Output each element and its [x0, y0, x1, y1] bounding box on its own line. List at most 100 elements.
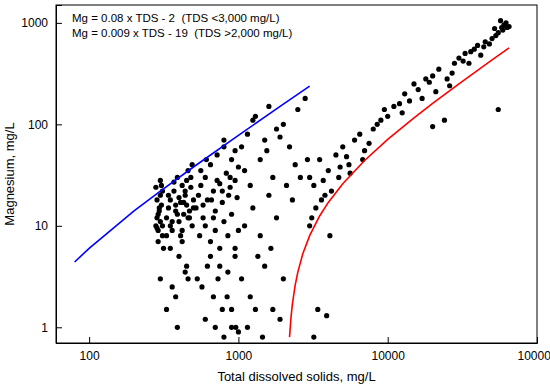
point [154, 225, 159, 230]
point [305, 157, 310, 162]
point [158, 178, 163, 183]
point [161, 246, 166, 251]
point [232, 178, 237, 183]
tick-label: 10000 [372, 349, 406, 363]
point [245, 325, 250, 330]
x-axis: 100 1000 10000 100000 [57, 337, 550, 363]
tick: 10 [35, 219, 62, 233]
point [324, 313, 329, 318]
point [215, 178, 220, 183]
tick: 100000 [517, 337, 550, 363]
point [211, 215, 216, 220]
point [461, 58, 466, 63]
point [225, 233, 230, 238]
point [287, 144, 292, 149]
point [198, 183, 203, 188]
curve [75, 86, 310, 262]
tick-label: 1000 [21, 16, 48, 30]
point [407, 98, 412, 103]
point [225, 269, 230, 274]
point [160, 223, 165, 228]
point [199, 284, 204, 289]
point [397, 101, 402, 106]
point [475, 43, 480, 48]
point [433, 89, 438, 94]
point [232, 254, 237, 259]
point [220, 307, 225, 312]
point [402, 91, 407, 96]
point [492, 26, 497, 31]
point [336, 175, 341, 180]
point [295, 107, 300, 112]
tick-mark [89, 337, 90, 343]
point [159, 183, 164, 188]
tick: 100 [28, 118, 62, 132]
tick-label: 100000 [517, 349, 550, 363]
point [175, 212, 180, 217]
point [344, 154, 349, 159]
point [411, 81, 416, 86]
point [220, 200, 225, 205]
point [176, 254, 181, 259]
tick-label: 1000 [226, 349, 253, 363]
point [274, 126, 279, 131]
point [173, 202, 178, 207]
tick-label: 1 [41, 321, 48, 335]
point [450, 70, 455, 75]
point [183, 269, 188, 274]
point [277, 317, 282, 322]
point [188, 185, 193, 190]
point [211, 188, 216, 193]
point [154, 197, 159, 202]
point [375, 122, 380, 127]
point [236, 329, 241, 334]
y-axis: 1 10 100 1000 [21, 6, 62, 344]
point [178, 233, 183, 238]
point [236, 164, 241, 169]
plot-frame [56, 5, 537, 343]
point [264, 148, 269, 153]
point [191, 197, 196, 202]
point [200, 215, 205, 220]
point [197, 233, 202, 238]
point [229, 307, 234, 312]
point [225, 294, 230, 299]
point [463, 51, 468, 56]
point [262, 137, 267, 142]
point [190, 223, 195, 228]
point [170, 284, 175, 289]
tick-label: 100 [80, 349, 100, 363]
point [346, 162, 351, 167]
point [208, 254, 213, 259]
x-axis-line [57, 337, 538, 344]
point [221, 137, 226, 142]
point [303, 96, 308, 101]
point [176, 195, 181, 200]
point [156, 239, 161, 244]
point [213, 228, 218, 233]
point [260, 335, 265, 340]
point [213, 325, 218, 330]
point [180, 183, 185, 188]
point [478, 53, 483, 58]
tick: 1000 [21, 16, 62, 30]
point [215, 152, 220, 157]
annotation: Mg = 0.009 x TDS - 19 (TDS >2,000 mg/L) [72, 27, 292, 39]
point [366, 141, 371, 146]
point [203, 317, 208, 322]
point [281, 276, 286, 281]
point [506, 24, 511, 29]
point [213, 208, 218, 213]
point [466, 61, 471, 66]
y-axis-line [57, 6, 63, 344]
point [208, 162, 213, 167]
point [400, 110, 405, 115]
point [340, 144, 345, 149]
point [166, 205, 171, 210]
point [298, 175, 303, 180]
tick-label: 10 [35, 219, 49, 233]
point [236, 228, 241, 233]
point [200, 202, 205, 207]
point [217, 264, 222, 269]
point [326, 168, 331, 173]
